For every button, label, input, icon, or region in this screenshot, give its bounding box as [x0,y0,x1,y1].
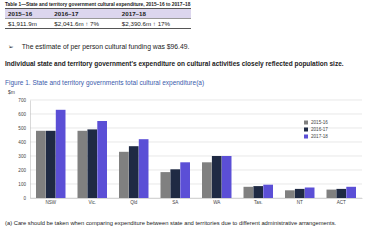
y-axis-line [30,101,31,199]
bar [346,187,356,198]
legend-swatch [304,121,308,125]
table-cell: $1,911.9m [5,19,51,29]
legend-label: 2016-17 [311,127,328,132]
legend: 2015-16 2016-17 2017-18 [304,120,328,139]
x-tick: WA [213,198,221,205]
y-tick: 600 [18,112,30,117]
bar [222,156,232,198]
bullet: ➢ The estimate of per person cultural fun… [8,43,189,51]
chart: $m 0 100 200 300 400 500 600 700 NSW Vic. Qld SA WA Ta… [0,86,376,210]
bar [180,162,190,198]
table-header-row: 2015–162016–172017–18 [5,9,191,19]
bar [202,162,212,198]
grid [30,100,362,198]
legend-swatch [304,135,308,139]
x-tick-label: SA [172,200,179,205]
bar [253,186,263,198]
table-header-cell: 2017–18 [119,9,191,19]
y-tick: 0 [23,196,30,201]
bar [285,190,295,198]
x-tick-label: NT [297,200,303,205]
y-tick-label: 700 [18,98,26,103]
y-tick: 100 [18,182,30,187]
grid-line [30,114,362,115]
y-tick: 500 [18,126,30,131]
y-tick-label: 600 [18,112,26,117]
y-axis: 0 100 200 300 400 500 600 700 [18,98,30,201]
x-tick-label: NSW [45,200,56,205]
x-tick: SA [172,198,179,205]
bar [305,188,315,199]
chart-title: Figure 1. State and territory government… [5,79,204,86]
grid-line [30,100,362,101]
x-tick: Qld [130,198,138,205]
bar [295,189,305,198]
table-cell: $2,390.6m ↑ 17% [119,19,191,29]
x-tick: Vic. [88,198,96,205]
legend-swatch [304,128,308,132]
bullet-text: The estimate of per person cultural fund… [22,43,190,50]
bar [56,110,66,198]
y-tick: 400 [18,140,30,145]
bar [170,169,180,198]
bar [78,131,88,198]
bar [36,131,46,198]
footnote: (a) Care should be taken when comparing … [5,220,365,228]
table-header-cell: 2016–17 [51,9,119,19]
table-row: $1,911.9m$2,041.6m ↑ 7%$2,390.6m ↑ 17% [5,19,191,29]
table-header-cell: 2015–16 [5,9,51,19]
bar [46,131,56,198]
legend-label: 2015-16 [311,120,328,125]
table-cell: $2,041.6m ↑ 7% [51,19,119,29]
y-tick: 300 [18,154,30,159]
y-tick: 200 [18,168,30,173]
bar [327,190,337,198]
x-tick-label: Qld [130,200,138,205]
legend-item: 2015-16 [304,120,328,125]
bars [36,110,356,198]
bar [244,187,254,198]
bar [129,146,139,198]
legend-item: 2016-17 [304,127,328,132]
x-tick: ACT [337,198,346,205]
bar [139,139,149,198]
x-tick-label: Tas. [254,200,262,205]
y-tick-label: 500 [18,126,26,131]
bar [212,156,222,198]
x-axis-line [31,198,363,199]
y-tick-label: 200 [18,168,26,173]
y-tick: 700 [18,98,30,103]
x-axis: NSW Vic. Qld SA WA Tas. NT ACT [31,198,363,205]
y-tick-label: 400 [18,140,26,145]
x-tick: Tas. [254,198,262,205]
bar [336,189,346,198]
y-tick-label: 300 [18,154,26,159]
y-axis-label: $m [8,89,15,95]
x-tick: NSW [45,198,56,205]
bar [263,185,273,198]
y-tick-label: 100 [18,182,26,187]
bar [97,121,107,198]
bullet-symbol: ➢ [8,43,14,50]
bar [87,129,97,198]
table: 2015–162016–172017–18$1,911.9m$2,041.6m … [5,8,191,29]
x-tick-label: WA [213,200,221,205]
legend-label: 2017-18 [311,134,328,139]
legend-item: 2017-18 [304,134,328,139]
x-tick-label: Vic. [88,200,96,205]
x-tick-label: ACT [337,200,346,205]
heading: Individual state and territory governmen… [5,60,357,68]
y-tick-label: 0 [23,196,26,201]
x-tick: NT [297,198,303,205]
bar [119,152,129,198]
bar [161,172,171,198]
table-title: Table 1—State and territory government c… [5,2,195,7]
table-block: Table 1—State and territory government c… [5,2,195,29]
